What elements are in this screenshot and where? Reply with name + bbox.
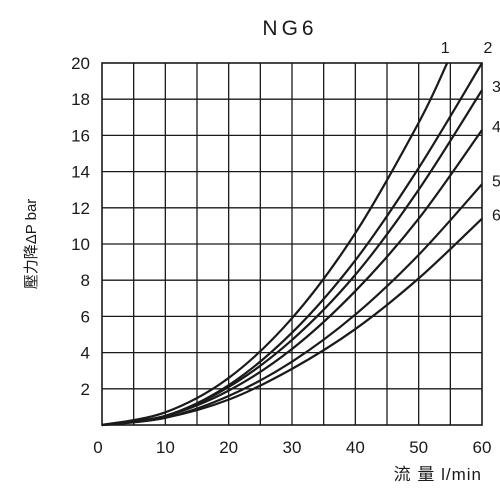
x-axis-label: 流 量 l/min [394,465,482,484]
chart-title: NG6 [262,17,317,40]
series-label-5: 5 [492,173,500,190]
x-tick-label: 60 [473,438,492,457]
x-tick-label: 0 [93,438,102,457]
y-axis-label: 壓力降ΔP bar [23,199,40,290]
x-tick-label: 20 [219,438,238,457]
y-tick-label: 8 [81,271,90,290]
y-tick-label: 16 [71,126,90,145]
x-tick-label: 50 [409,438,428,457]
series-label-4: 4 [492,119,500,136]
y-tick-label: 14 [71,163,90,182]
y-tick-label: 20 [71,54,90,73]
y-tick-label: 10 [71,235,90,254]
series-label-2: 2 [484,40,493,57]
series-label-1: 1 [441,40,450,57]
y-tick-label: 2 [81,380,90,399]
series-label-6: 6 [492,208,500,225]
series-line-4 [101,129,483,427]
series-curves [101,62,483,427]
y-tick-label: 18 [71,90,90,109]
grid [102,63,482,425]
y-tick-label: 6 [81,307,90,326]
series-label-3: 3 [492,79,500,96]
series-line-6 [101,217,483,427]
plot-frame [101,62,483,426]
x-tick-label: 10 [156,438,175,457]
y-tick-label: 12 [71,199,90,218]
x-tick-label: 40 [346,438,365,457]
x-axis-ticks: 0 10 20 30 40 50 60 [93,438,491,457]
x-tick-label: 30 [283,438,302,457]
y-tick-label: 4 [81,344,90,363]
y-axis-ticks: 2 4 6 8 10 12 14 16 18 20 [71,54,90,399]
series-line-1 [101,62,449,427]
series-labels: 1 2 3 4 5 6 [441,40,500,225]
